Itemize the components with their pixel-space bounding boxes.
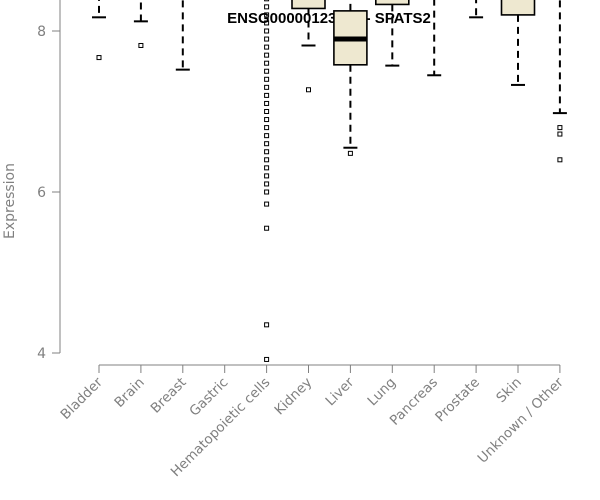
outlier-point <box>264 0 270 2</box>
chart-title: ENSG00000123352 - SPATS2 <box>227 10 431 27</box>
x-tick-label: Kidney <box>271 375 315 419</box>
box-group <box>427 0 442 77</box>
box-group <box>92 0 106 61</box>
x-tick-label: Skin <box>493 375 525 407</box>
outlier-point <box>264 141 270 147</box>
box-group <box>374 0 410 67</box>
outlier-point <box>264 149 270 155</box>
box-group <box>264 0 270 362</box>
outlier-point <box>264 225 270 231</box>
y-tick-label: 8 <box>37 24 46 40</box>
outlier-point <box>264 109 270 114</box>
x-tick-label: Prostate <box>432 375 483 426</box>
box-group <box>500 0 536 86</box>
outlier-point <box>138 42 144 48</box>
box-group <box>175 0 190 71</box>
outlier-point <box>264 92 270 98</box>
outlier-point <box>264 100 270 106</box>
outlier-point <box>264 36 270 42</box>
outlier-point <box>264 12 270 18</box>
box-group <box>291 0 326 93</box>
outlier-point <box>264 60 270 66</box>
outlier-point <box>264 76 270 82</box>
outlier-point <box>306 87 311 93</box>
outlier-point <box>557 125 563 131</box>
outlier-point <box>264 181 270 187</box>
outlier-point <box>557 131 563 137</box>
x-tick-label: Brain <box>111 375 147 411</box>
box-group <box>552 0 567 163</box>
box-group <box>333 0 368 156</box>
outlier-point <box>264 157 270 163</box>
outlier-point <box>557 157 563 163</box>
outlier-point <box>264 165 270 171</box>
outlier-point <box>264 84 270 90</box>
box <box>291 0 326 10</box>
outlier-point <box>264 125 270 131</box>
outlier-point <box>264 52 270 58</box>
y-axis: 4681012 <box>37 0 61 362</box>
box-plots <box>92 0 567 362</box>
outlier-point <box>264 189 270 195</box>
box-group <box>469 0 484 19</box>
outlier-point <box>264 117 270 123</box>
box-group <box>133 0 148 48</box>
box <box>374 0 410 6</box>
outlier-point <box>264 20 270 26</box>
outlier-point <box>264 173 270 179</box>
outlier-point <box>264 68 270 74</box>
outlier-point <box>264 4 270 10</box>
outlier-point <box>96 55 102 61</box>
outlier-point <box>264 356 270 362</box>
box <box>500 0 536 16</box>
y-tick-label: 4 <box>37 346 46 362</box>
outlier-point <box>264 201 270 207</box>
outlier-point <box>264 133 270 139</box>
y-axis-label: Expression <box>2 163 18 239</box>
outlier-point <box>264 322 270 328</box>
x-tick-label: Bladder <box>58 374 107 423</box>
x-tick-label: Lung <box>365 375 400 410</box>
outlier-point <box>264 28 270 34</box>
x-tick-label: Breast <box>148 375 190 417</box>
y-tick-label: 6 <box>37 185 46 201</box>
x-tick-label: Liver <box>322 374 357 409</box>
outlier-point <box>347 150 353 156</box>
outlier-point <box>264 44 270 50</box>
